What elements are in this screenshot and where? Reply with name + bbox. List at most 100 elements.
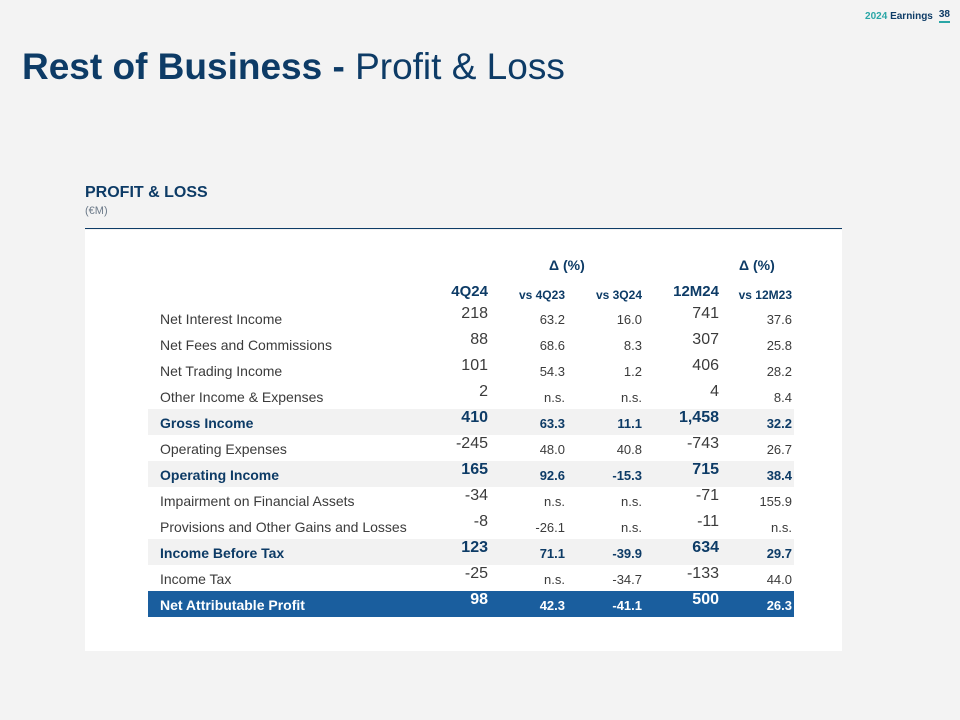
row-label: Net Fees and Commissions <box>160 337 332 353</box>
row-label: Impairment on Financial Assets <box>160 493 355 509</box>
row-label: Income Before Tax <box>160 545 285 561</box>
value-vs-12m23: 37.6 <box>766 312 792 327</box>
value-4q24: -25 <box>464 565 488 582</box>
report-label: Earnings <box>890 10 933 22</box>
col-header-vs-12m23: vs 12M23 <box>738 288 792 302</box>
table-row: Net Fees and Commissions 88 68.6 8.3 307 25.8 <box>148 331 794 357</box>
value-12m24: 634 <box>692 539 719 556</box>
value-12m24: -11 <box>697 513 719 530</box>
value-vs-12m23: 32.2 <box>766 416 792 431</box>
col-header-vs-4q23: vs 4Q23 <box>518 288 565 302</box>
value-vs-4q23: n.s. <box>544 390 565 405</box>
table-row: Operating Income 165 92.6 -15.3 715 38.4 <box>148 461 794 487</box>
col-header-12m24: 12M24 <box>673 283 719 300</box>
row-label: Net Trading Income <box>160 363 283 379</box>
value-4q24: -8 <box>473 513 488 530</box>
value-vs-4q23: n.s. <box>544 494 565 509</box>
value-vs-3q24: 40.8 <box>616 442 642 457</box>
col-header-4q24: 4Q24 <box>451 283 488 300</box>
value-vs-12m23: 8.4 <box>773 390 792 405</box>
page-title-light: Profit & Loss <box>355 46 565 87</box>
value-vs-3q24: 16.0 <box>616 312 642 327</box>
value-vs-12m23: 25.8 <box>766 338 792 353</box>
value-vs-12m23: n.s. <box>771 520 792 535</box>
value-4q24: 101 <box>461 357 488 374</box>
row-label: Operating Income <box>160 467 280 483</box>
value-vs-12m23: 38.4 <box>766 468 792 483</box>
value-vs-3q24: n.s. <box>621 494 642 509</box>
table-row: Net Attributable Profit 98 42.3 -41.1 500 26.… <box>148 591 794 617</box>
page-header: 2024 Earnings 38 <box>865 9 950 23</box>
value-vs-12m23: 44.0 <box>766 572 792 587</box>
value-4q24: 410 <box>461 409 488 426</box>
value-vs-4q23: 92.6 <box>539 468 565 483</box>
section-label: PROFIT & LOSS <box>85 184 208 201</box>
section-unit: (€M) <box>85 205 108 217</box>
value-4q24: 123 <box>461 539 488 556</box>
value-12m24: 715 <box>692 461 719 478</box>
value-vs-3q24: 11.1 <box>617 416 642 431</box>
value-vs-3q24: -41.1 <box>612 598 642 613</box>
value-4q24: -34 <box>464 487 488 504</box>
table-row: Impairment on Financial Assets -34 n.s. n.s… <box>148 487 794 513</box>
value-vs-12m23: 155.9 <box>759 494 792 509</box>
delta-header-quarter: Δ (%) <box>549 257 585 273</box>
value-vs-12m23: 29.7 <box>766 546 792 561</box>
value-vs-4q23: 63.2 <box>539 312 565 327</box>
row-label: Net Attributable Profit <box>160 597 305 613</box>
page-title-bold: Rest of Business - <box>22 46 345 87</box>
value-vs-12m23: 26.7 <box>766 442 792 457</box>
row-label: Income Tax <box>160 571 232 587</box>
value-4q24: 98 <box>470 591 488 608</box>
row-label: Net Interest Income <box>160 311 283 327</box>
value-vs-4q23: 63.3 <box>539 416 565 431</box>
table-row: Operating Expenses -245 48.0 40.8 -743 26.7 <box>148 435 794 461</box>
table-row: Provisions and Other Gains and Losses -8 -… <box>148 513 794 539</box>
report-year: 2024 <box>865 10 888 22</box>
value-12m24: 1,458 <box>678 409 719 426</box>
row-label: Provisions and Other Gains and Losses <box>160 519 407 535</box>
table-row: Gross Income 410 63.3 11.1 1,458 32.2 <box>148 409 794 435</box>
value-vs-3q24: -39.9 <box>612 546 642 561</box>
table-row: Net Interest Income 218 63.2 16.0 741 37.6 <box>148 305 794 331</box>
value-vs-4q23: 42.3 <box>539 598 565 613</box>
value-4q24: 2 <box>479 383 488 400</box>
value-4q24: -245 <box>455 435 488 452</box>
value-12m24: 307 <box>692 331 719 348</box>
table-panel <box>85 230 842 651</box>
value-vs-4q23: n.s. <box>544 572 565 587</box>
value-12m24: 741 <box>692 305 719 322</box>
value-vs-3q24: 1.2 <box>623 364 642 379</box>
table-row: Other Income & Expenses 2 n.s. n.s. 4 8.4 <box>148 383 794 409</box>
value-4q24: 88 <box>470 331 488 348</box>
value-12m24: -743 <box>686 435 719 452</box>
value-4q24: 218 <box>461 305 488 322</box>
row-label: Gross Income <box>160 415 254 431</box>
page-title: Rest of Business - Profit & Loss <box>22 46 565 88</box>
value-vs-3q24: n.s. <box>621 520 642 535</box>
report-title: 2024 Earnings <box>865 11 933 22</box>
value-vs-4q23: 71.1 <box>539 546 565 561</box>
value-vs-3q24: 8.3 <box>623 338 642 353</box>
value-vs-4q23: 54.3 <box>539 364 565 379</box>
value-vs-4q23: -26.1 <box>535 520 565 535</box>
row-label: Operating Expenses <box>160 441 287 457</box>
value-vs-12m23: 28.2 <box>766 364 792 379</box>
value-4q24: 165 <box>461 461 488 478</box>
value-12m24: -133 <box>686 565 719 582</box>
table-row: Income Tax -25 n.s. -34.7 -133 44.0 <box>148 565 794 591</box>
row-label: Other Income & Expenses <box>160 389 324 405</box>
value-12m24: 500 <box>692 591 719 608</box>
table-row: Income Before Tax 123 71.1 -39.9 634 29.7 <box>148 539 794 565</box>
table-row: Net Trading Income 101 54.3 1.2 406 28.2 <box>148 357 794 383</box>
value-vs-3q24: -34.7 <box>612 572 642 587</box>
value-12m24: 4 <box>710 383 719 400</box>
value-vs-12m23: 26.3 <box>766 598 792 613</box>
value-12m24: 406 <box>692 357 719 374</box>
value-vs-4q23: 48.0 <box>539 442 565 457</box>
col-header-vs-3q24: vs 3Q24 <box>595 288 642 302</box>
value-vs-4q23: 68.6 <box>539 338 565 353</box>
value-12m24: -71 <box>695 487 719 504</box>
value-vs-3q24: n.s. <box>621 390 642 405</box>
section-divider <box>85 228 842 229</box>
